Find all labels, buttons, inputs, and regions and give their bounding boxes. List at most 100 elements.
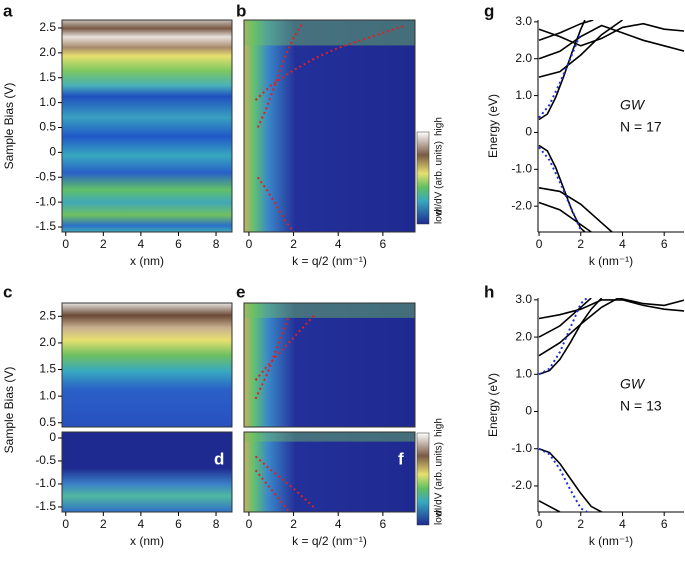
frame	[243, 302, 416, 428]
y-tick-label: 1.0	[515, 366, 532, 380]
y-tick-label: 0	[525, 125, 532, 139]
band-line	[538, 298, 619, 357]
y-tick-label: 0	[525, 404, 532, 418]
panel-label: e	[236, 282, 245, 301]
y-tick-label: -0.5	[35, 453, 56, 467]
x-tick-label: 6	[661, 517, 668, 531]
frame	[61, 19, 233, 233]
band-line	[538, 146, 582, 231]
x-tick-label: 6	[661, 237, 668, 251]
x-axis-label: k = q/2 (nm⁻¹)	[292, 534, 367, 548]
y-tick-label: 1.0	[39, 388, 56, 402]
panel-label: b	[236, 1, 246, 20]
x-tick-label: 0	[246, 237, 253, 251]
x-axis-label: x (nm)	[130, 254, 164, 268]
y-tick-label: 2.5	[39, 308, 56, 322]
y-axis-label: Sample Bias (V)	[2, 367, 16, 454]
y-tick-label: 1.5	[39, 362, 56, 376]
heatmap-image	[62, 303, 232, 427]
band-line	[538, 32, 582, 119]
frame	[243, 431, 416, 513]
y-axis-label: Energy (eV)	[486, 94, 500, 158]
band-line	[538, 20, 586, 121]
frame	[61, 302, 233, 428]
y-tick-label: 3.0	[515, 292, 532, 306]
colorbar-low: low	[434, 509, 445, 525]
x-tick-label: 2	[100, 237, 107, 251]
heatmap-image	[244, 20, 415, 232]
heatmap-image	[62, 432, 232, 512]
y-tick-label: 2.0	[515, 329, 532, 343]
band-line	[254, 312, 317, 381]
x-axis-label: k (nm⁻¹)	[589, 534, 633, 548]
band-line	[538, 299, 684, 320]
x-tick-label: 4	[619, 517, 626, 531]
x-tick-label: 2	[290, 517, 297, 531]
band-line	[538, 298, 603, 376]
panel-label: c	[3, 282, 12, 301]
band-line	[254, 469, 290, 512]
y-tick-label: 0.5	[39, 415, 56, 429]
y-tick-label: -1.5	[35, 219, 56, 233]
y-tick-label: -0.5	[35, 169, 56, 183]
x-tick-label: 8	[213, 237, 220, 251]
y-tick-label: -2.0	[511, 478, 532, 492]
x-axis-label: x (nm)	[130, 534, 164, 548]
x-axis-label: k = q/2 (nm⁻¹)	[292, 254, 367, 268]
panel-label: a	[3, 1, 13, 20]
heatmap-image	[244, 432, 415, 512]
heatmap-image	[244, 303, 415, 427]
heatmap-band	[244, 20, 415, 46]
x-tick-label: 0	[62, 237, 69, 251]
band-line	[254, 24, 406, 101]
band-line	[618, 298, 684, 307]
y-tick-label: 2.0	[515, 51, 532, 65]
x-tick-label: 0	[536, 517, 543, 531]
heatmap-band	[244, 303, 415, 318]
band-line	[538, 201, 592, 232]
x-tick-label: 6	[380, 517, 387, 531]
y-axis-label: Energy (eV)	[486, 373, 500, 437]
band-line	[256, 22, 304, 128]
x-tick-label: 0	[246, 517, 253, 531]
annotation: GW	[620, 97, 646, 113]
y-tick-label: 3.0	[515, 14, 532, 28]
colorbar	[416, 432, 430, 526]
band-line	[538, 20, 594, 42]
colorbar-high: high	[434, 117, 445, 136]
band-line	[538, 22, 684, 47]
y-tick-label: 1.5	[39, 70, 56, 84]
band-line	[538, 447, 588, 512]
y-tick-label: 2.0	[39, 335, 56, 349]
band-line	[538, 20, 623, 78]
y-tick-label: -1.0	[35, 194, 56, 208]
x-tick-label: 4	[619, 237, 626, 251]
band-line	[254, 455, 317, 510]
x-tick-label: 0	[536, 237, 543, 251]
y-tick-label: 1.0	[515, 88, 532, 102]
x-tick-label: 6	[175, 517, 182, 531]
y-tick-label: 1.0	[39, 95, 56, 109]
x-axis-label: k (nm⁻¹)	[589, 254, 633, 268]
colorbar-label: dI/dV (arb. units)	[434, 141, 445, 215]
heatmap-image	[62, 20, 232, 232]
x-tick-label: 2	[290, 237, 297, 251]
y-tick-label: -1.5	[35, 499, 56, 513]
x-tick-label: 0	[62, 517, 69, 531]
y-tick-label: 0	[49, 145, 56, 159]
annotation: N = 17	[620, 119, 662, 135]
panel-label: d	[214, 449, 224, 468]
y-tick-label: 0	[49, 430, 56, 444]
colorbar	[416, 131, 430, 225]
y-tick-label: 2.5	[39, 20, 56, 34]
frame	[61, 431, 233, 513]
x-tick-label: 4	[138, 237, 145, 251]
y-tick-label: -1.0	[35, 476, 56, 490]
panel-label: g	[484, 1, 494, 20]
x-tick-label: 2	[577, 237, 584, 251]
x-tick-label: 6	[380, 237, 387, 251]
panel-label: f	[398, 449, 404, 468]
x-tick-label: 2	[577, 517, 584, 531]
x-tick-label: 4	[335, 237, 342, 251]
